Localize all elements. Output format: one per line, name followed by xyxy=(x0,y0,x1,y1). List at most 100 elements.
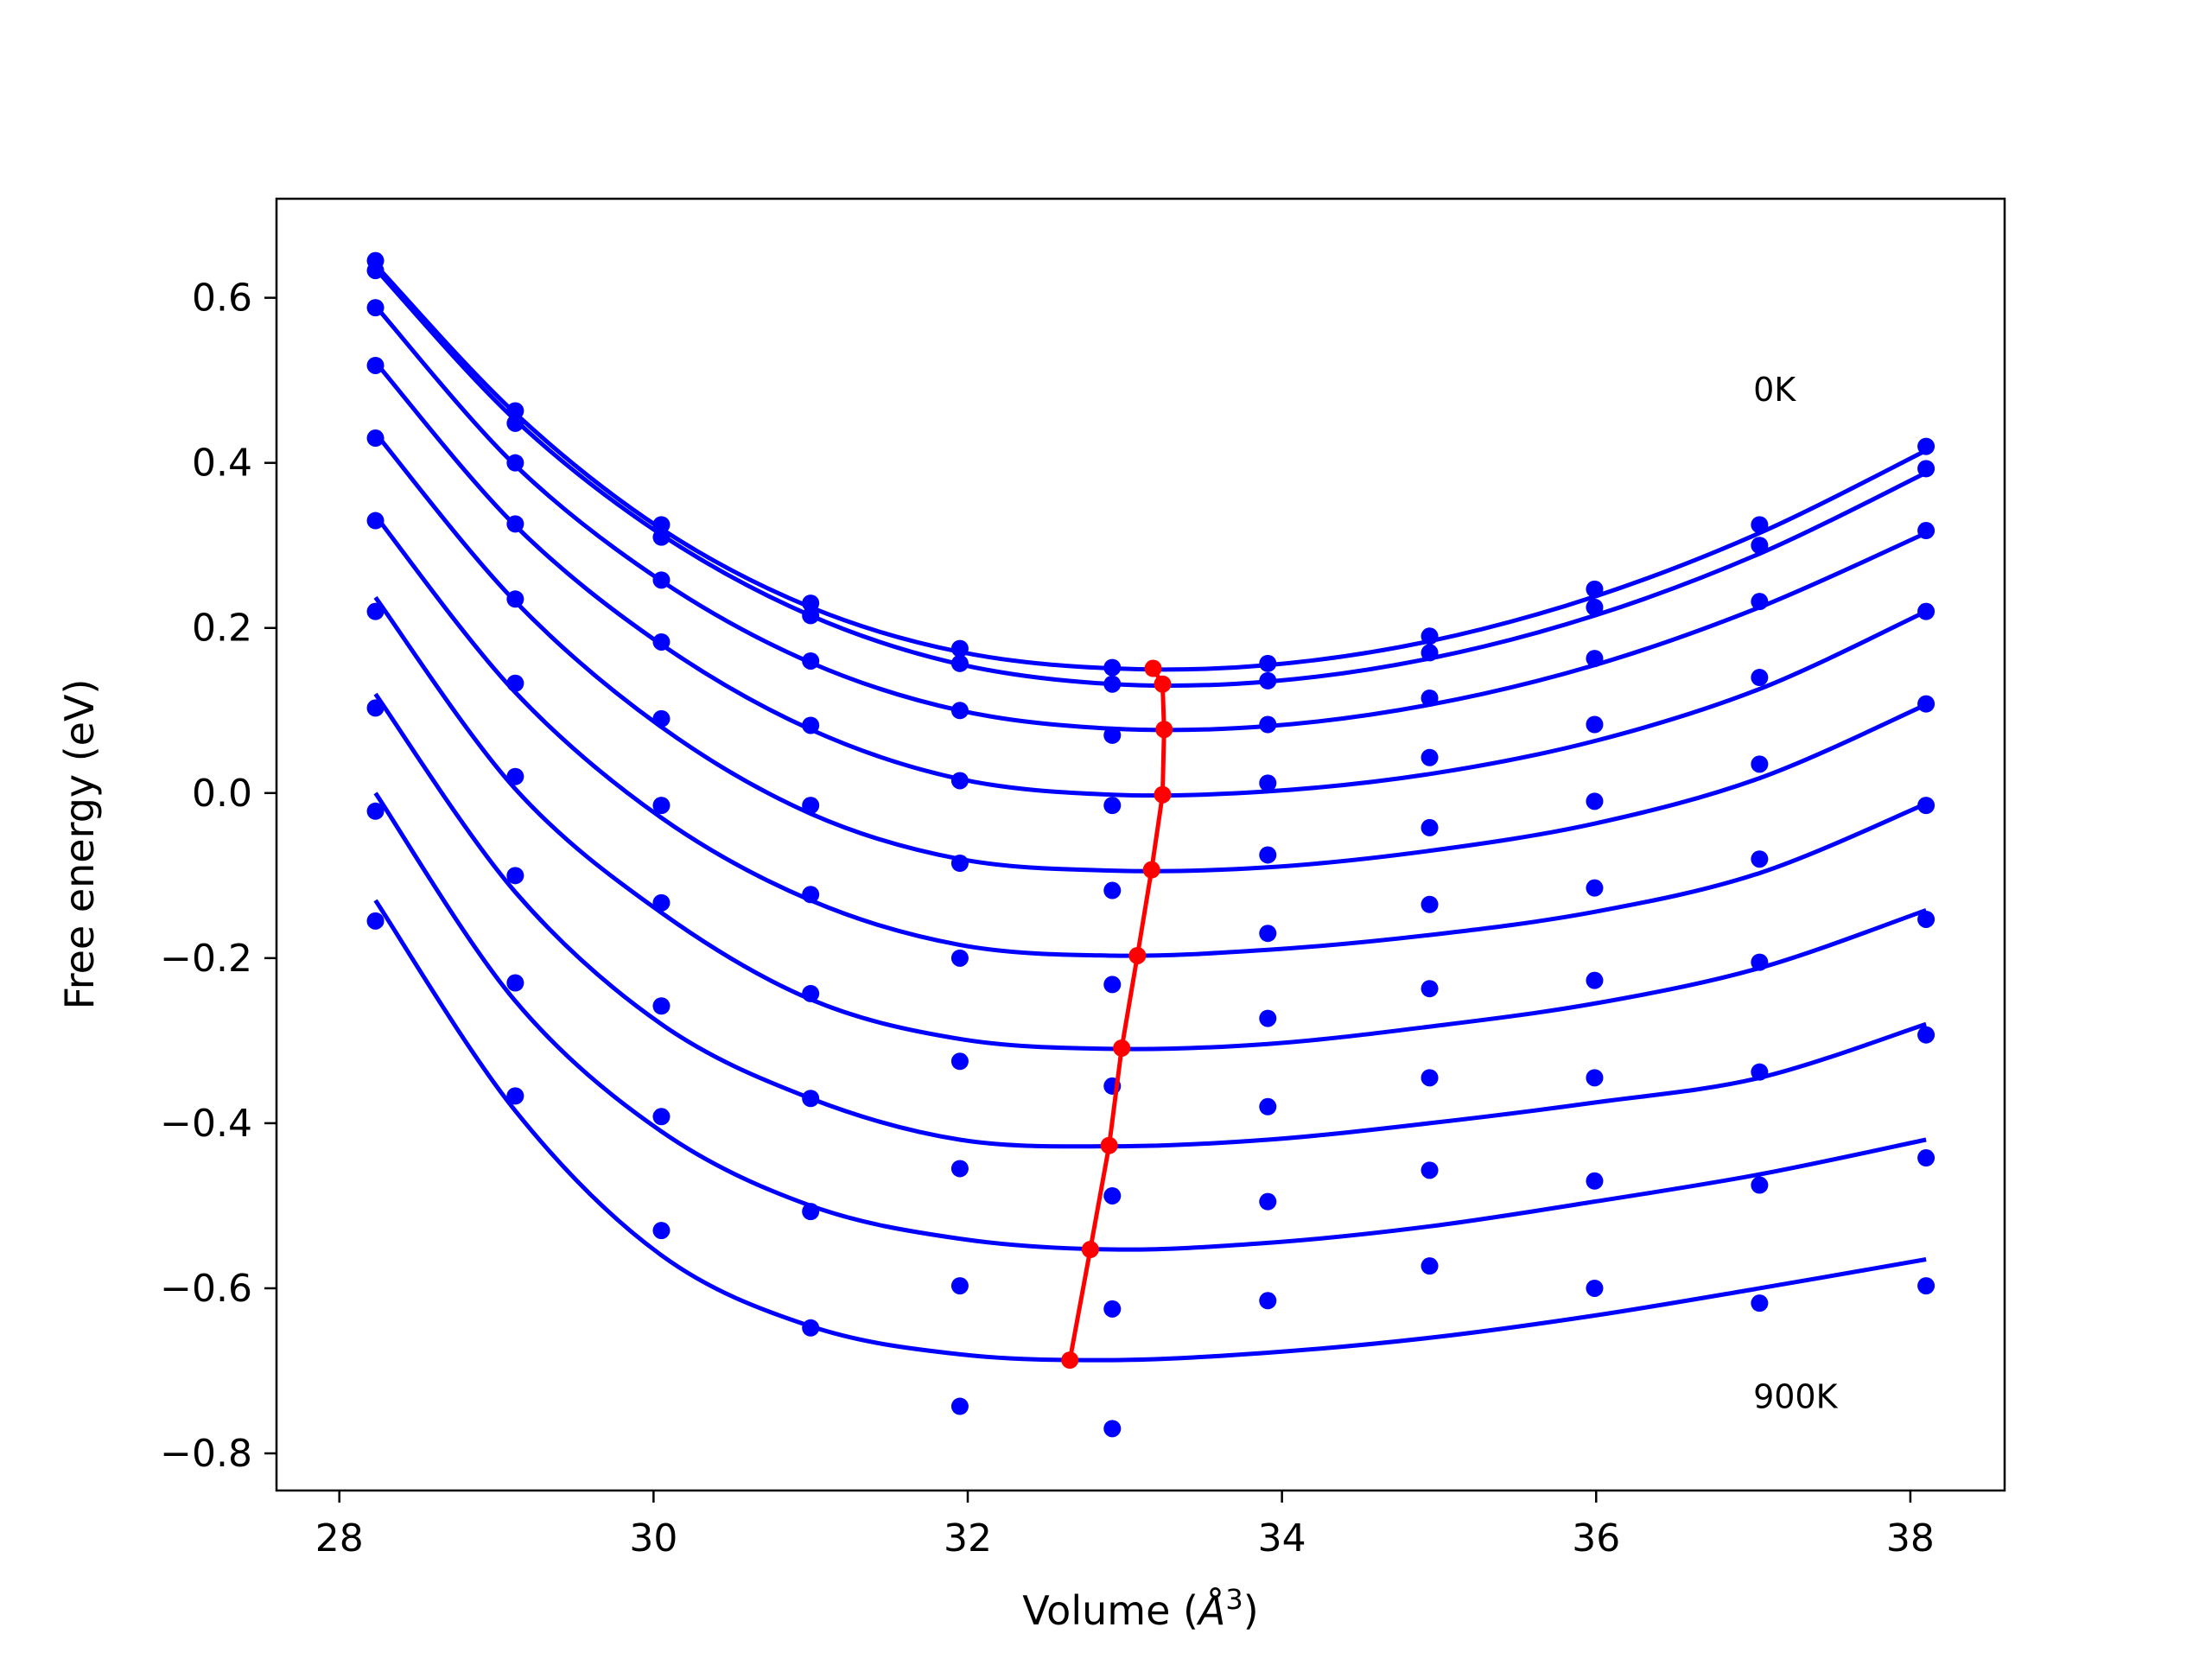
data-point xyxy=(652,1108,671,1126)
y-tick-label: −0.8 xyxy=(160,1432,252,1476)
data-point xyxy=(366,356,385,374)
data-point xyxy=(366,699,385,717)
y-tick-label: 0.2 xyxy=(192,607,252,651)
data-point xyxy=(366,802,385,820)
data-point xyxy=(1751,669,1769,687)
data-point xyxy=(1586,1279,1604,1297)
data-point xyxy=(1259,925,1277,943)
fit-curve-4 xyxy=(373,431,1928,874)
minimum-point xyxy=(1154,675,1172,693)
minimum-point xyxy=(1081,1241,1099,1259)
data-point xyxy=(1259,1009,1277,1027)
fit-curve-5 xyxy=(373,514,1928,958)
data-point xyxy=(366,429,385,448)
y-tick-label: −0.6 xyxy=(160,1267,252,1311)
data-point xyxy=(1103,1420,1122,1438)
minimum-point xyxy=(1061,1351,1079,1370)
data-point xyxy=(1421,689,1439,707)
data-point xyxy=(1917,695,1936,713)
data-point xyxy=(1421,895,1439,913)
data-point xyxy=(1751,1176,1769,1194)
x-tick-label: 36 xyxy=(1572,1516,1620,1560)
y-tick-label: −0.2 xyxy=(160,937,252,981)
minimum-point xyxy=(1128,946,1147,964)
data-point xyxy=(652,632,671,651)
data-point xyxy=(506,1087,524,1105)
data-point xyxy=(1586,1069,1604,1087)
data-point xyxy=(652,893,671,912)
minimum-point xyxy=(1144,659,1162,677)
data-point xyxy=(802,594,820,613)
minimum-point xyxy=(1155,721,1173,739)
data-point xyxy=(1586,650,1604,668)
data-point xyxy=(1751,516,1769,534)
data-point xyxy=(506,515,524,533)
data-point xyxy=(1917,1149,1936,1167)
data-point xyxy=(1751,850,1769,868)
y-tick-label: 0.6 xyxy=(192,276,252,321)
data-point xyxy=(366,602,385,620)
data-point xyxy=(1103,658,1122,677)
data-point xyxy=(1917,437,1936,455)
data-points xyxy=(366,251,1936,1438)
y-tick-label: 0.4 xyxy=(192,442,252,486)
data-point xyxy=(1751,953,1769,971)
data-point xyxy=(1421,1161,1439,1179)
data-point xyxy=(506,414,524,432)
data-point xyxy=(802,797,820,815)
data-point xyxy=(506,674,524,692)
x-axis-ticks: 28 30 32 34 36 38 xyxy=(315,1491,1935,1560)
fit-curve-6 xyxy=(373,595,1927,1052)
data-point xyxy=(1751,537,1769,555)
data-point xyxy=(1259,671,1277,690)
x-tick-label: 28 xyxy=(315,1516,364,1560)
data-point xyxy=(1259,1192,1277,1211)
data-point xyxy=(1421,644,1439,662)
data-point xyxy=(506,867,524,885)
data-point xyxy=(1421,1069,1439,1087)
data-point xyxy=(950,702,969,720)
data-point xyxy=(506,974,524,992)
data-point xyxy=(1751,1294,1769,1313)
data-point xyxy=(1103,976,1122,994)
annotations: 0K 900K xyxy=(1753,371,1839,1415)
data-point xyxy=(1917,522,1936,540)
minimum-point xyxy=(1113,1039,1131,1057)
data-point xyxy=(1917,1026,1936,1044)
data-point xyxy=(1259,654,1277,672)
data-point xyxy=(1421,748,1439,766)
data-point xyxy=(1259,846,1277,864)
minimum-point xyxy=(1100,1136,1118,1154)
data-point xyxy=(950,1277,969,1295)
data-point xyxy=(1917,602,1936,620)
data-point xyxy=(652,571,671,589)
y-axis-label: Free energy (eV) xyxy=(56,679,103,1010)
data-point xyxy=(950,654,969,672)
data-point xyxy=(802,1203,820,1221)
data-point xyxy=(1586,1172,1604,1190)
data-point xyxy=(1917,460,1936,478)
data-point xyxy=(1103,726,1122,744)
x-tick-label: 38 xyxy=(1886,1516,1935,1560)
temperature-annotation: 0K xyxy=(1753,371,1796,409)
data-point xyxy=(506,590,524,608)
minimum-point xyxy=(1142,861,1160,879)
data-point xyxy=(1586,971,1604,989)
data-point xyxy=(1917,797,1936,815)
fit-curve-3 xyxy=(373,360,1928,798)
data-point xyxy=(1103,1300,1122,1318)
x-tick-label: 30 xyxy=(629,1516,677,1560)
data-point xyxy=(1103,881,1122,899)
data-point xyxy=(506,402,524,420)
data-point xyxy=(1421,980,1439,998)
data-point xyxy=(366,512,385,530)
fit-curve-9 xyxy=(373,899,1927,1363)
data-point xyxy=(652,516,671,534)
data-point xyxy=(1917,910,1936,928)
y-tick-label: 0.0 xyxy=(192,772,252,816)
minima-path xyxy=(1067,667,1166,1361)
data-point xyxy=(802,607,820,625)
temperature-annotation: 900K xyxy=(1753,1377,1839,1415)
data-point xyxy=(1751,593,1769,611)
